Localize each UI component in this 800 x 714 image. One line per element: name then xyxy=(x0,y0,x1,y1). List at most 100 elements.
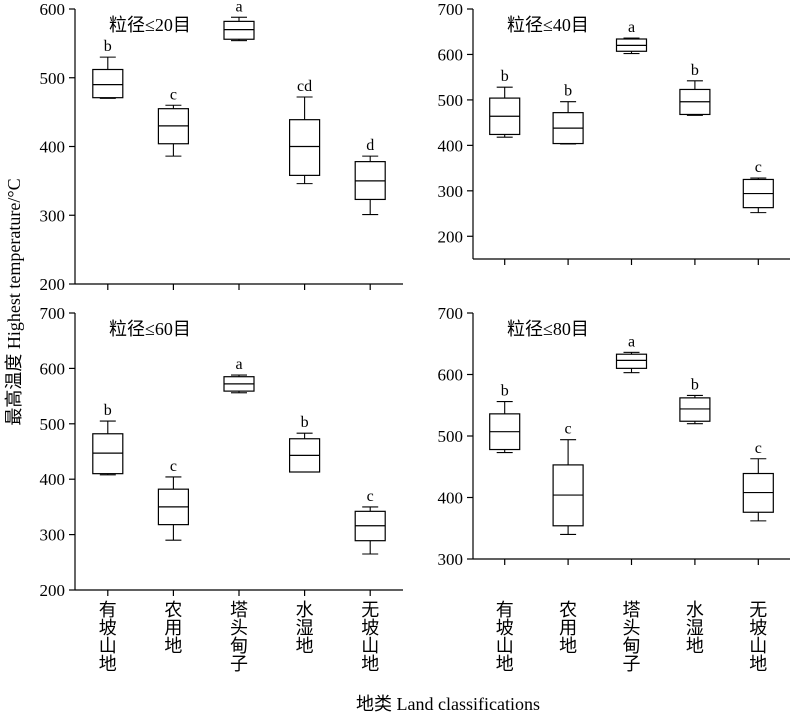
significance-label: b xyxy=(301,414,309,431)
iqr-box xyxy=(615,353,648,369)
category-char: 有 xyxy=(496,600,514,620)
category-char: 用 xyxy=(559,618,577,638)
category-char: 地 xyxy=(99,654,117,674)
y-tick-label: 600 xyxy=(438,366,464,385)
box-2: c xyxy=(157,458,189,541)
category-char: 无 xyxy=(749,600,767,620)
category-char: 坡 xyxy=(99,618,117,638)
significance-label: cd xyxy=(297,78,312,95)
y-tick-label: 400 xyxy=(438,489,464,508)
box-4: b xyxy=(679,62,711,116)
category-char: 湿 xyxy=(686,618,704,638)
category-char: 坡 xyxy=(361,618,379,638)
panel-title: 粒径≤80目 xyxy=(507,319,589,339)
y-tick-label: 600 xyxy=(438,45,464,64)
significance-label: b xyxy=(501,68,509,85)
y-tick-label: 300 xyxy=(438,182,464,201)
significance-label: c xyxy=(170,458,177,475)
category-char: 头 xyxy=(623,618,641,638)
significance-label: c xyxy=(565,421,572,438)
panel-3: 200300400500600700粒径≤60目bcabc有坡山地农用地塔头甸子… xyxy=(40,304,403,674)
significance-label: b xyxy=(691,62,699,79)
significance-label: a xyxy=(235,0,242,15)
box-3: a xyxy=(223,0,255,42)
box-3: a xyxy=(615,333,648,374)
category-char: 地 xyxy=(496,654,514,674)
iqr-box xyxy=(289,119,321,176)
category-char: 地 xyxy=(686,636,704,656)
category-char: 地 xyxy=(559,636,577,656)
panel-4: 300400500600700粒径≤80目bcabc有坡山地农用地塔头甸子水湿地… xyxy=(438,304,790,674)
significance-label: a xyxy=(628,333,635,350)
box-2: c xyxy=(552,421,584,535)
box-3: a xyxy=(615,19,648,55)
box-1: b xyxy=(92,402,124,476)
category-char: 无 xyxy=(361,600,379,620)
category-char: 山 xyxy=(496,636,514,656)
category-char: 水 xyxy=(296,600,314,620)
y-tick-label: 200 xyxy=(438,227,464,246)
box-4: b xyxy=(679,376,711,425)
y-tick-label: 700 xyxy=(40,304,66,323)
significance-label: b xyxy=(104,402,112,419)
y-tick-label: 500 xyxy=(40,69,66,88)
category-char: 地 xyxy=(749,654,767,674)
box-4: cd xyxy=(289,78,321,185)
panel-2: 200 300 400 500 600 700 粒径≤40目 b b a b c xyxy=(438,0,790,265)
panel-title: 粒径≤40目 xyxy=(507,15,589,35)
category-char: 农 xyxy=(559,600,577,620)
significance-label: c xyxy=(170,86,177,103)
category-char: 坡 xyxy=(496,618,514,638)
category-char: 水 xyxy=(686,600,704,620)
category-char: 地 xyxy=(164,636,182,656)
box-5: c xyxy=(742,159,774,214)
category-char: 用 xyxy=(164,618,182,638)
box-2: c xyxy=(157,86,189,157)
category-char: 子 xyxy=(230,654,248,674)
y-tick-label: 500 xyxy=(438,427,464,446)
category-char: 山 xyxy=(99,636,117,656)
significance-label: d xyxy=(366,137,374,154)
category-char: 山 xyxy=(361,636,379,656)
iqr-box xyxy=(223,20,255,40)
category-char: 子 xyxy=(623,654,641,674)
category-char: 湿 xyxy=(296,618,314,638)
category-char: 山 xyxy=(749,636,767,656)
panels-group: 200 300 400 500 600 粒径≤20目 b c a cd d 200 300 400 500 6… xyxy=(40,0,790,674)
y-tick-label: 300 xyxy=(40,526,66,545)
category-char: 塔 xyxy=(623,600,641,620)
y-tick-label: 400 xyxy=(438,136,464,155)
panel-1: 200 300 400 500 600 粒径≤20目 b c a cd d xyxy=(40,0,403,294)
panel-title: 粒径≤20目 xyxy=(109,15,191,35)
category-char: 甸 xyxy=(623,636,641,656)
y-tick-label: 500 xyxy=(438,91,464,110)
category-char: 头 xyxy=(230,618,248,638)
x-axis-title: 地类 Land classifications xyxy=(356,694,540,714)
significance-label: b xyxy=(104,38,112,55)
y-tick-label: 600 xyxy=(40,0,66,19)
significance-label: a xyxy=(628,19,635,36)
y-tick-label: 300 xyxy=(40,206,66,225)
box-1: b xyxy=(92,38,124,99)
category-char: 坡 xyxy=(749,618,767,638)
box-1: b xyxy=(489,68,521,138)
box-2: b xyxy=(552,83,584,145)
y-tick-label: 300 xyxy=(438,550,464,569)
y-tick-label: 200 xyxy=(40,275,66,294)
y-axis-title: 最高温度 Highest temperature/°C xyxy=(4,178,24,425)
significance-label: b xyxy=(501,383,509,400)
box-5: d xyxy=(354,137,386,216)
category-char: 地 xyxy=(361,654,379,674)
category-char: 农 xyxy=(164,600,182,620)
y-tick-label: 400 xyxy=(40,470,66,489)
box-4: b xyxy=(289,414,321,473)
iqr-box xyxy=(679,397,711,422)
y-tick-label: 400 xyxy=(40,138,66,157)
category-char: 塔 xyxy=(230,600,248,620)
category-char: 甸 xyxy=(230,636,248,656)
significance-label: b xyxy=(564,83,572,100)
y-tick-label: 700 xyxy=(438,304,464,323)
significance-label: c xyxy=(755,440,762,457)
box-1: b xyxy=(489,383,521,454)
